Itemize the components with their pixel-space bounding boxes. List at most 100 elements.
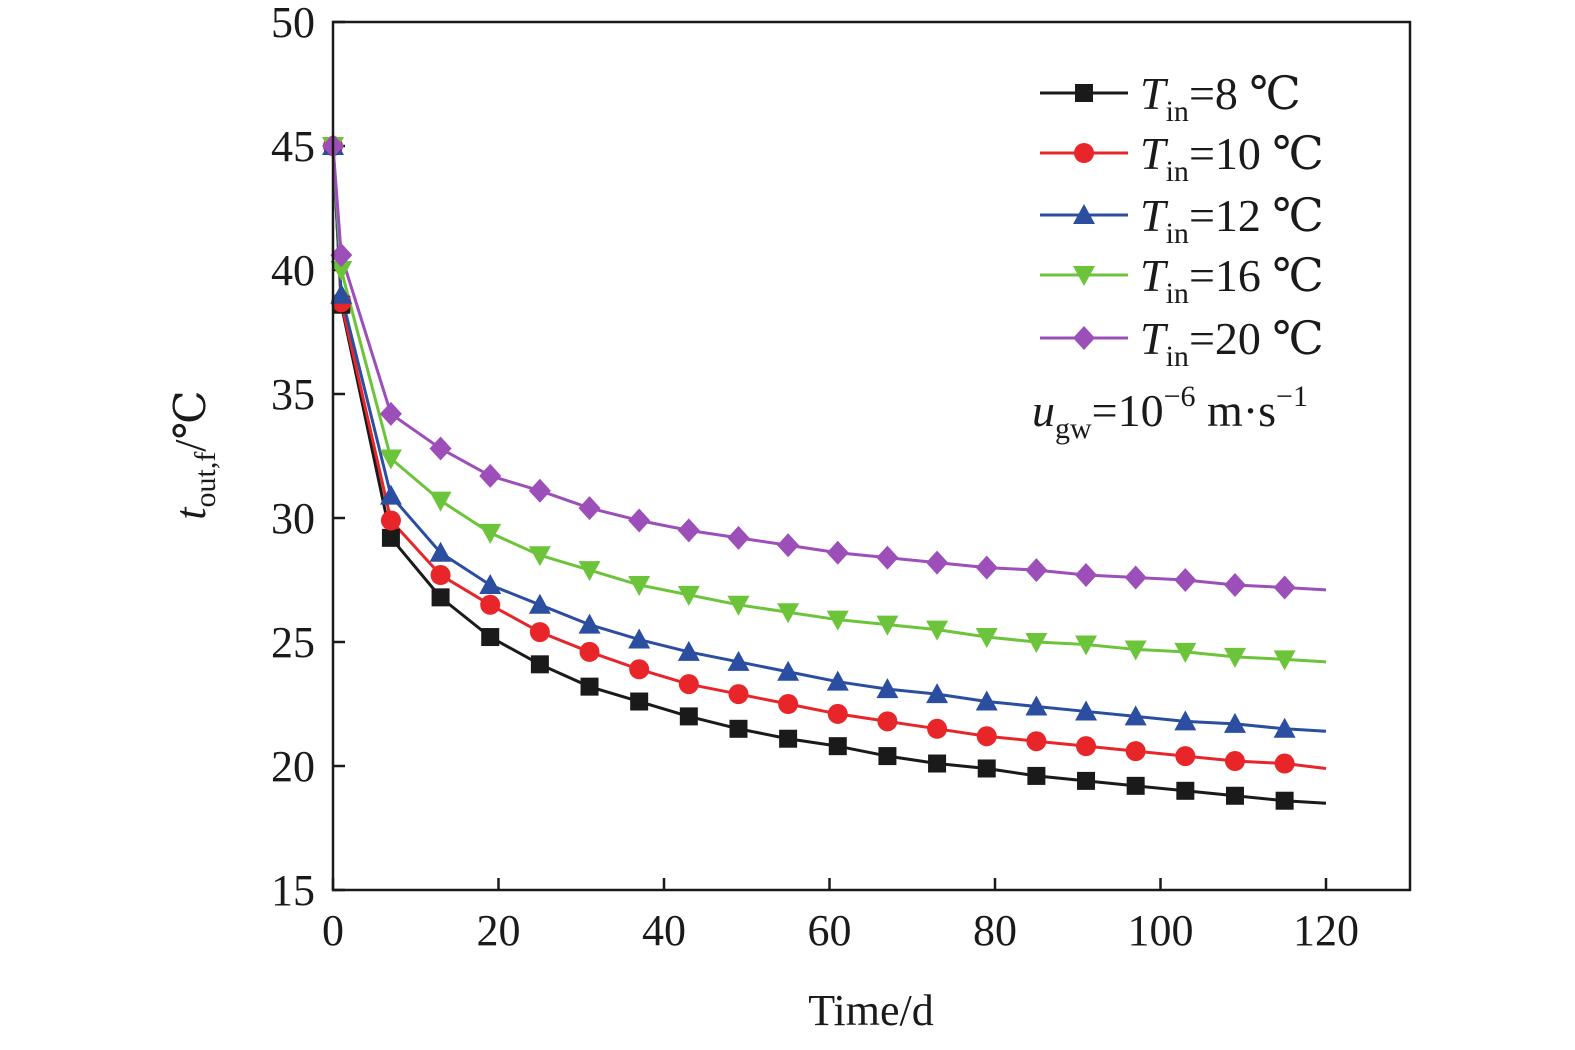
y-tick-label-45: 45 [271,122,315,171]
legend-label-value: =20 ℃ [1189,313,1324,364]
series-2-point-13 [927,718,948,739]
series-3-point-17 [1124,705,1147,726]
legend-label-sub: in [1166,95,1189,128]
x-tick-labels: 0 20 40 60 80 100 120 [322,906,1359,955]
series-5-point-4 [479,463,502,488]
series-2-point-12 [877,711,898,732]
series-4-point-18 [1174,642,1197,663]
series-3-point-18 [1174,710,1197,731]
plot-frame [331,20,1412,892]
series-1-point-2 [381,528,400,547]
series-1-point-20 [1275,791,1294,810]
series-3-point-19 [1223,712,1246,733]
series-5-point-20 [1273,575,1296,600]
series-4-point-11 [826,610,849,631]
legend-label-value: =12 ℃ [1189,190,1324,241]
series-1-point-19 [1225,786,1244,805]
series-1-point-15 [1027,766,1046,785]
legend-label-value: =8 ℃ [1189,68,1301,119]
y-axis-title-unit: /℃ [166,390,215,451]
series-4-point-16 [1075,635,1098,656]
annotation-units: m·s [1196,385,1277,436]
series-3-point-8 [677,640,700,661]
series-1-point-18 [1176,781,1195,800]
series-2-point-2 [380,510,401,531]
series-1-point-9 [729,719,748,738]
series-5-point-11 [826,540,849,565]
legend-label-value: =10 ℃ [1189,128,1324,179]
x-tick-label-100: 100 [1128,906,1194,955]
series-5-point-18 [1174,568,1197,592]
y-tick-label-35: 35 [271,370,315,419]
series-5-point-5 [528,478,551,503]
legend-label-main: T [1140,313,1169,364]
series-5-point-7 [628,508,651,533]
series-4-point-19 [1223,647,1246,668]
series-2-point-16 [1076,736,1097,757]
series-2-point-6 [579,641,600,662]
legend-label-1: Tin=8 ℃ [1140,68,1301,128]
legend-label-sub: in [1166,155,1189,188]
x-tick-label-80: 80 [973,906,1017,955]
series-4-point-13 [926,620,949,641]
series-1-point-12 [878,747,897,766]
series-line-4 [331,145,1327,664]
series-5-point-8 [677,518,700,543]
series-2-point-10 [778,694,799,714]
legend-marker-4 [1073,266,1095,286]
series-5-point-13 [926,550,949,575]
series-3-point-20 [1273,717,1296,738]
x-tick-label-20: 20 [477,906,521,955]
series-2-point-15 [1026,731,1047,752]
series-4-point-1 [330,261,353,281]
y-tick-labels: 15 20 25 30 35 40 45 50 [271,0,315,915]
annotation-exp: −6 [1164,380,1196,413]
legend-label-4: Tin=16 ℃ [1140,250,1324,310]
series-4-point-9 [727,595,750,616]
series-2-point-9 [728,684,749,705]
annotation-sub: gw [1055,412,1092,445]
y-tick-label-40: 40 [271,246,315,295]
legend-marker-5 [1073,326,1095,350]
series-1-point-5 [530,655,549,674]
series-line-1 [331,145,1327,805]
series-5-point-16 [1075,563,1098,588]
legend-label-value: =16 ℃ [1189,250,1324,301]
series-2-point-19 [1224,751,1245,772]
series-4-point-15 [1025,633,1048,653]
series-2-point-17 [1125,741,1146,762]
legend-label-sub: in [1166,277,1189,310]
legend-label-main: T [1140,190,1169,241]
series-4-point-10 [777,603,800,624]
series-1-point-8 [679,707,698,726]
series-2-point-11 [827,703,848,724]
legend-label-main: T [1140,128,1169,179]
series-5-point-6 [578,496,601,521]
series-4-point-6 [578,561,601,582]
series-3-point-2 [379,484,402,505]
legend-label-sub: in [1166,217,1189,250]
x-axis-title: Time/d [808,986,934,1035]
series-2-point-5 [529,622,550,643]
series-line-3 [331,145,1327,733]
x-tick-label-120: 120 [1293,906,1359,955]
series-5-point-15 [1025,558,1048,583]
series-5-point-10 [777,533,800,558]
series-3-point-13 [926,683,949,704]
y-tick-label-15: 15 [271,866,315,915]
series-5-point-9 [727,525,750,550]
series-5-point-1 [330,243,353,268]
series-2-point-8 [678,674,699,695]
x-tick-label-0: 0 [322,906,344,955]
series-line-5 [331,145,1327,592]
series-5-point-19 [1223,572,1246,597]
series-line-2 [331,145,1327,770]
series-lines [331,145,1327,805]
series-5-point-17 [1124,565,1147,590]
x-ticks [331,878,1328,890]
series-3-point-11 [826,670,849,691]
series-5-point-2 [379,401,402,426]
series-3-point-16 [1075,700,1098,721]
series-4-point-14 [975,628,998,649]
